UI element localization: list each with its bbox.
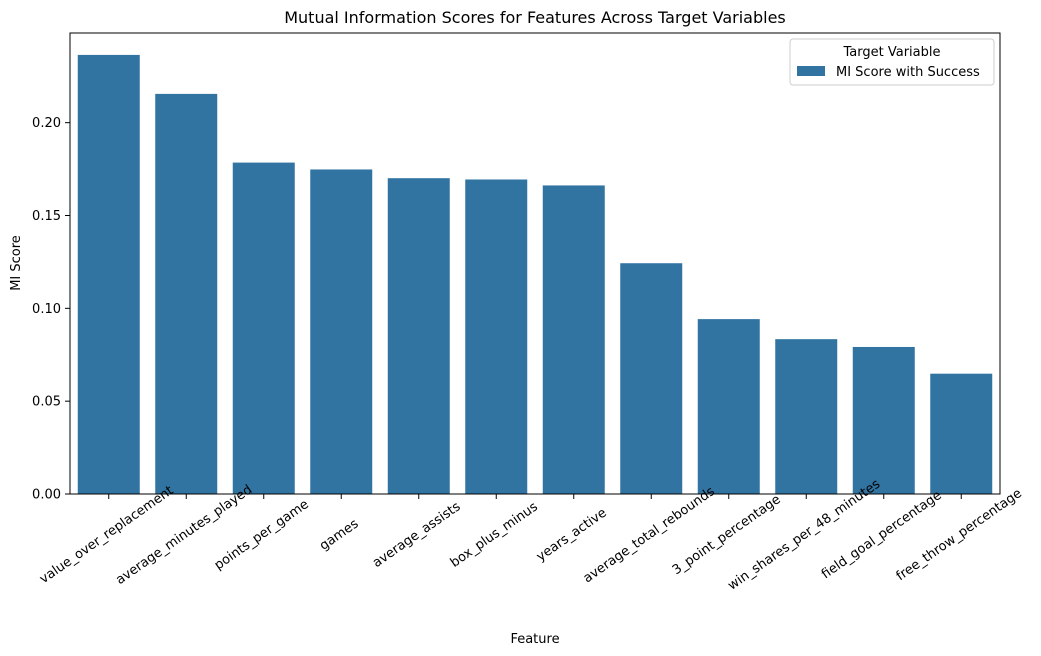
y-tick-label: 0.15 — [32, 209, 61, 224]
bar-average-assists — [387, 178, 450, 494]
bar-3-point-percentage — [697, 319, 760, 494]
bar-free-throw-percentage — [930, 373, 993, 494]
bar-field-goal-percentage — [852, 346, 915, 494]
x-axis-label: Feature — [510, 632, 559, 647]
bar-average-minutes-played — [155, 93, 218, 495]
chart-title: Mutual Information Scores for Features A… — [284, 8, 786, 27]
bars-group — [77, 54, 993, 495]
y-tick-label: 0.10 — [32, 302, 61, 317]
legend-frame — [789, 38, 995, 86]
x-tick-label: years_active — [534, 506, 610, 565]
bar-win-shares-per-48-minutes — [775, 339, 838, 494]
x-tick-label: games — [317, 516, 362, 553]
x-tick-label: average_total_rebounds — [581, 484, 718, 586]
y-axis: 0.00 0.05 0.10 0.15 0.20 — [32, 116, 70, 503]
x-tick-label: average_minutes_played — [113, 482, 255, 588]
y-tick-label: 0.00 — [32, 488, 61, 503]
bar-points-per-game — [232, 162, 295, 494]
bar-average-total-rebounds — [620, 263, 683, 494]
legend-entry-label: MI Score with Success — [836, 65, 980, 80]
plot-frame — [69, 32, 1001, 495]
x-tick-label: free_throw_percentage — [894, 486, 1025, 584]
y-axis-label: MI Score — [9, 235, 24, 291]
bar-box-plus-minus — [465, 179, 528, 495]
bar-games — [310, 169, 373, 494]
y-tick-label: 0.20 — [32, 116, 61, 131]
bar-years-active — [542, 185, 605, 494]
legend-swatch — [797, 66, 825, 76]
legend: Target Variable MI Score with Success — [789, 38, 995, 86]
bar-value-over-replacement — [77, 54, 140, 494]
y-tick-label: 0.05 — [32, 395, 61, 410]
legend-title: Target Variable — [843, 45, 941, 60]
